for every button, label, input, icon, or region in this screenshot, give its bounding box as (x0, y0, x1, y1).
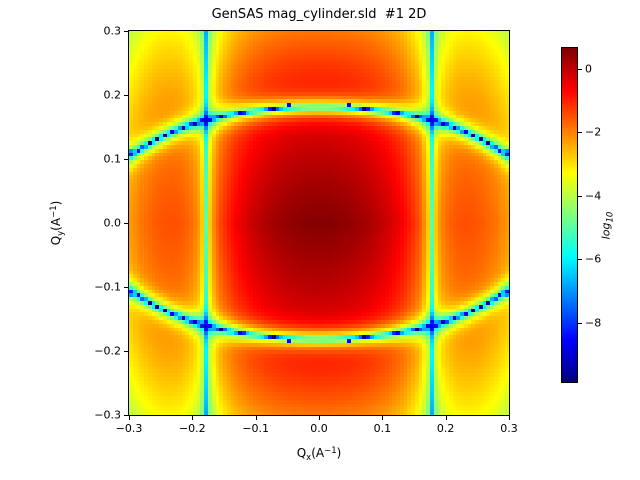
x-tick-mark (129, 416, 130, 420)
y-tick-mark (124, 159, 128, 160)
y-axis-label: Qy(A−1) (49, 200, 66, 246)
x-tick-label: −0.3 (115, 422, 143, 435)
x-tick-label: −0.1 (242, 422, 270, 435)
x-axis-label: Qx(A−1) (296, 446, 342, 463)
y-tick-label: 0.0 (103, 216, 122, 230)
y-tick-label: 0.2 (103, 88, 122, 102)
x-tick-label: 0.0 (310, 422, 328, 435)
plot-area (128, 30, 510, 416)
colorbar-tick-label: −6 (585, 252, 602, 266)
y-tick-mark (124, 287, 128, 288)
x-tick-mark (509, 416, 510, 420)
colorbar-tick-label: −4 (585, 189, 602, 203)
x-tick-label: 0.1 (373, 422, 392, 435)
x-tick-label: 0.3 (500, 422, 518, 435)
colorbar-tick-label: −8 (585, 316, 602, 330)
plot-title: GenSAS mag_cylinder.sld #1 2D (211, 7, 427, 22)
y-tick-label: −0.1 (94, 280, 121, 294)
colorbar-tick-label: 0 (585, 62, 592, 76)
y-tick-mark (124, 223, 128, 224)
colorbar-tick-mark (578, 259, 582, 261)
x-tick-mark (255, 416, 257, 420)
heatmap-canvas (129, 31, 509, 415)
y-tick-label: 0.1 (103, 152, 122, 166)
x-tick-label: 0.2 (436, 422, 455, 435)
colorbar-canvas (562, 48, 577, 382)
colorbar-tick-mark (578, 322, 582, 324)
colorbar-tick-mark (578, 68, 582, 70)
colorbar (561, 47, 578, 383)
y-tick-label: −0.2 (94, 344, 121, 358)
colorbar-tick-mark (578, 132, 582, 134)
colorbar-tick-mark (578, 195, 582, 197)
y-tick-label: 0.3 (103, 24, 122, 38)
x-tick-label: −0.2 (178, 422, 206, 435)
colorbar-label: log10 (599, 211, 616, 240)
colorbar-tick-label: −2 (585, 125, 602, 139)
x-tick-mark (445, 416, 447, 420)
y-tick-mark (124, 31, 128, 32)
y-tick-mark (124, 415, 128, 416)
y-tick-mark (124, 95, 128, 96)
x-tick-mark (319, 416, 320, 420)
x-tick-mark (382, 416, 384, 420)
y-tick-mark (124, 351, 128, 352)
x-tick-mark (192, 416, 194, 420)
y-tick-label: −0.3 (94, 408, 121, 422)
